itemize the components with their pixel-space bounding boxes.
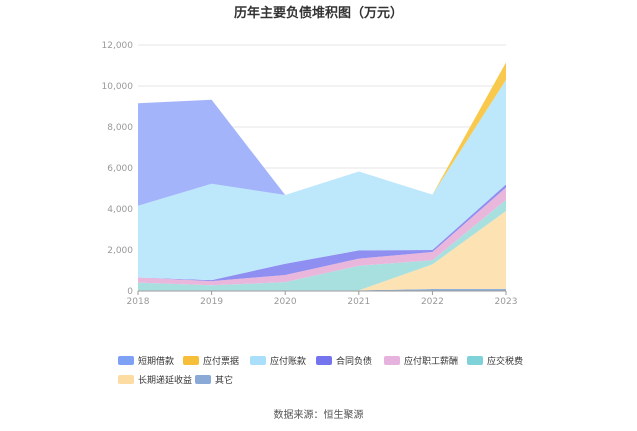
legend-swatch [316, 356, 332, 365]
legend-item: 其它 [195, 374, 233, 386]
data-source-note: 数据来源：恒生聚源 [274, 408, 364, 421]
legend-item: 应交税费 [467, 355, 523, 367]
legend-item: 应付票据 [183, 355, 239, 367]
legend-swatch [467, 356, 483, 365]
x-tick-label: 2020 [274, 297, 297, 307]
x-tick-label: 2018 [127, 297, 150, 307]
legend-swatch [195, 375, 211, 384]
chart-title: 历年主要负债堆积图（万元） [234, 5, 403, 21]
legend-item: 应付职工薪酬 [384, 355, 458, 367]
legend-label: 长期递延收益 [138, 374, 192, 386]
legend-swatch [384, 356, 400, 365]
y-tick-label: 0 [127, 287, 133, 297]
axes: 0 2,000 4,000 6,000 8,000 10,000 12,000 2018 201… [102, 41, 518, 307]
legend-swatch [118, 375, 134, 384]
legend-swatch [250, 356, 266, 365]
area-series-其它 [138, 288, 506, 291]
legend-label: 短期借款 [138, 355, 174, 367]
y-tick-label: 10,000 [102, 82, 134, 92]
legend-label: 其它 [215, 374, 233, 386]
area-series-短期借款 [138, 62, 506, 206]
area-series-合同负债 [138, 184, 506, 282]
legend-swatch [183, 356, 199, 365]
area-series-应付职工薪酬 [138, 187, 506, 286]
legend-item: 应付账款 [250, 355, 306, 367]
y-tick-label: 6,000 [107, 164, 133, 174]
legend-label: 合同负债 [336, 355, 372, 367]
y-tick-label: 12,000 [102, 41, 134, 51]
x-tick-label: 2019 [200, 297, 223, 307]
legend-item: 合同负债 [316, 355, 372, 367]
x-tick-label: 2021 [347, 297, 370, 307]
area-series-应付账款 [138, 79, 506, 281]
y-tick-label: 4,000 [107, 205, 133, 215]
area-series-应交税费 [138, 199, 506, 291]
legend-label: 应付票据 [203, 355, 239, 367]
y-tick-label: 8,000 [107, 123, 133, 133]
legend-swatch [118, 356, 134, 365]
area-series-长期递延收益 [138, 211, 506, 291]
legend-item: 长期递延收益 [118, 374, 192, 386]
x-tick-label: 2023 [495, 297, 518, 307]
area-series [138, 62, 506, 291]
legend-item: 短期借款 [118, 355, 174, 367]
x-tick-label: 2022 [421, 297, 444, 307]
y-tick-label: 2,000 [107, 246, 133, 256]
legend-label: 应付职工薪酬 [404, 355, 458, 367]
legend-label: 应付账款 [270, 355, 306, 367]
legend-label: 应交税费 [487, 355, 523, 367]
